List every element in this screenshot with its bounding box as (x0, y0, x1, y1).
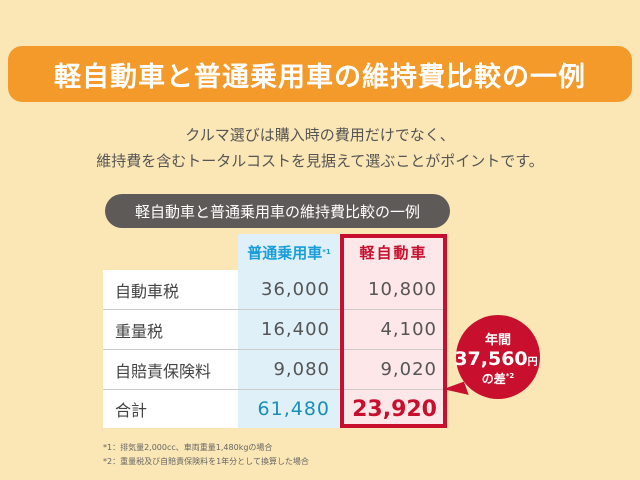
bubble-unit: 円 (527, 357, 538, 368)
row-label: 重量税 (103, 310, 238, 349)
header-regular-note: *1 (322, 248, 331, 256)
page-title: 軽自動車と普通乗用車の維持費比較の一例 (8, 46, 632, 102)
bubble-line3: の差 (481, 372, 506, 386)
savings-bubble: 年間 37,560円 の差*2 (454, 315, 540, 399)
regular-value: 16,400 (238, 310, 340, 349)
header-regular: 普通乗用車 *1 (238, 234, 340, 270)
table-caption: 軽自動車と普通乗用車の維持費比較の一例 (105, 194, 450, 228)
kei-value: 9,020 (340, 350, 447, 389)
kei-highlight-border (340, 234, 447, 428)
regular-total: 61,480 (238, 390, 340, 428)
row-label: 自動車税 (103, 270, 238, 309)
regular-value: 36,000 (238, 270, 340, 309)
bubble-line1: 年間 (484, 333, 511, 348)
lead-line-2: 維持費を含むトータルコストを見据えて選ぶことがポイントです。 (96, 152, 544, 170)
footnote-2: *2：重量税及び自賠責保険料を1年分として換算した場合 (103, 457, 309, 466)
kei-value: 4,100 (340, 310, 447, 349)
row-divider (103, 389, 447, 390)
row-label: 自賠責保険料 (103, 350, 238, 389)
bubble-amount: 37,560 (454, 348, 528, 370)
lead-line-1: クルマ選びは購入時の費用だけでなく、 (185, 126, 455, 144)
total-label: 合計 (103, 390, 238, 428)
row-divider (103, 349, 447, 350)
header-kei: 軽自動車 (340, 234, 447, 270)
kei-total: 23,920 (340, 390, 447, 428)
kei-value: 10,800 (340, 270, 447, 309)
row-divider (103, 309, 447, 310)
footnote-1: *1：排気量2,000cc、車両重量1,480kgの場合 (103, 443, 273, 452)
header-regular-label: 普通乗用車 (247, 243, 323, 262)
bubble-note: *2 (505, 372, 515, 380)
regular-value: 9,080 (238, 350, 340, 389)
